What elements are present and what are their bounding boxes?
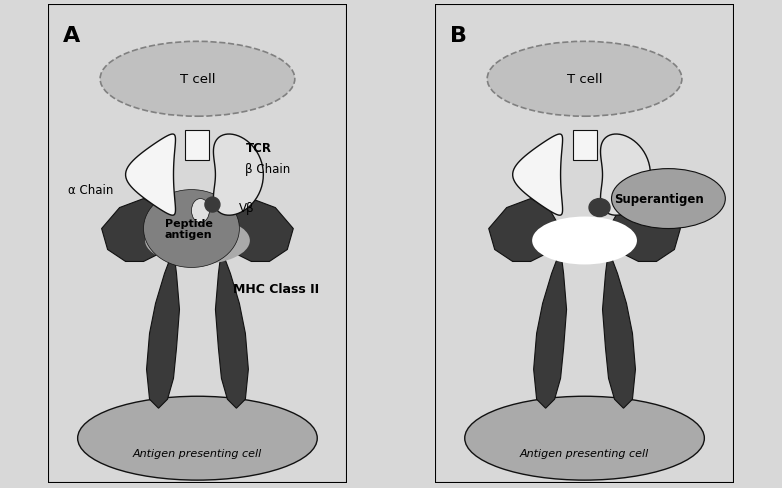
Text: MHC Class II: MHC Class II bbox=[233, 283, 320, 295]
Polygon shape bbox=[513, 135, 562, 216]
Text: Peptide
antigen: Peptide antigen bbox=[164, 218, 213, 240]
Text: Superantigen: Superantigen bbox=[615, 193, 705, 205]
Ellipse shape bbox=[205, 198, 220, 213]
Text: Antigen presenting cell: Antigen presenting cell bbox=[133, 448, 262, 458]
Ellipse shape bbox=[589, 199, 610, 217]
Text: β Chain: β Chain bbox=[246, 163, 291, 176]
Text: TCR: TCR bbox=[246, 142, 271, 155]
Ellipse shape bbox=[465, 396, 705, 480]
Ellipse shape bbox=[144, 190, 239, 268]
Polygon shape bbox=[213, 135, 264, 216]
Ellipse shape bbox=[192, 199, 210, 223]
Polygon shape bbox=[102, 199, 182, 262]
Text: Antigen presenting cell: Antigen presenting cell bbox=[520, 448, 649, 458]
Text: α Chain: α Chain bbox=[68, 183, 113, 197]
Text: T cell: T cell bbox=[180, 73, 215, 86]
Polygon shape bbox=[602, 250, 636, 408]
Ellipse shape bbox=[145, 217, 250, 265]
Polygon shape bbox=[215, 250, 249, 408]
Polygon shape bbox=[601, 135, 651, 216]
Ellipse shape bbox=[487, 42, 682, 117]
Polygon shape bbox=[185, 130, 210, 160]
Ellipse shape bbox=[532, 217, 637, 265]
Polygon shape bbox=[489, 199, 569, 262]
Polygon shape bbox=[572, 130, 597, 160]
Ellipse shape bbox=[77, 396, 317, 480]
Polygon shape bbox=[600, 199, 680, 262]
Polygon shape bbox=[533, 250, 567, 408]
Polygon shape bbox=[126, 135, 175, 216]
Text: A: A bbox=[63, 26, 80, 46]
Polygon shape bbox=[146, 250, 180, 408]
Ellipse shape bbox=[612, 169, 726, 229]
Text: B: B bbox=[450, 26, 467, 46]
Polygon shape bbox=[213, 199, 293, 262]
Ellipse shape bbox=[100, 42, 295, 117]
Text: T cell: T cell bbox=[567, 73, 602, 86]
Text: Vβ: Vβ bbox=[239, 202, 255, 215]
